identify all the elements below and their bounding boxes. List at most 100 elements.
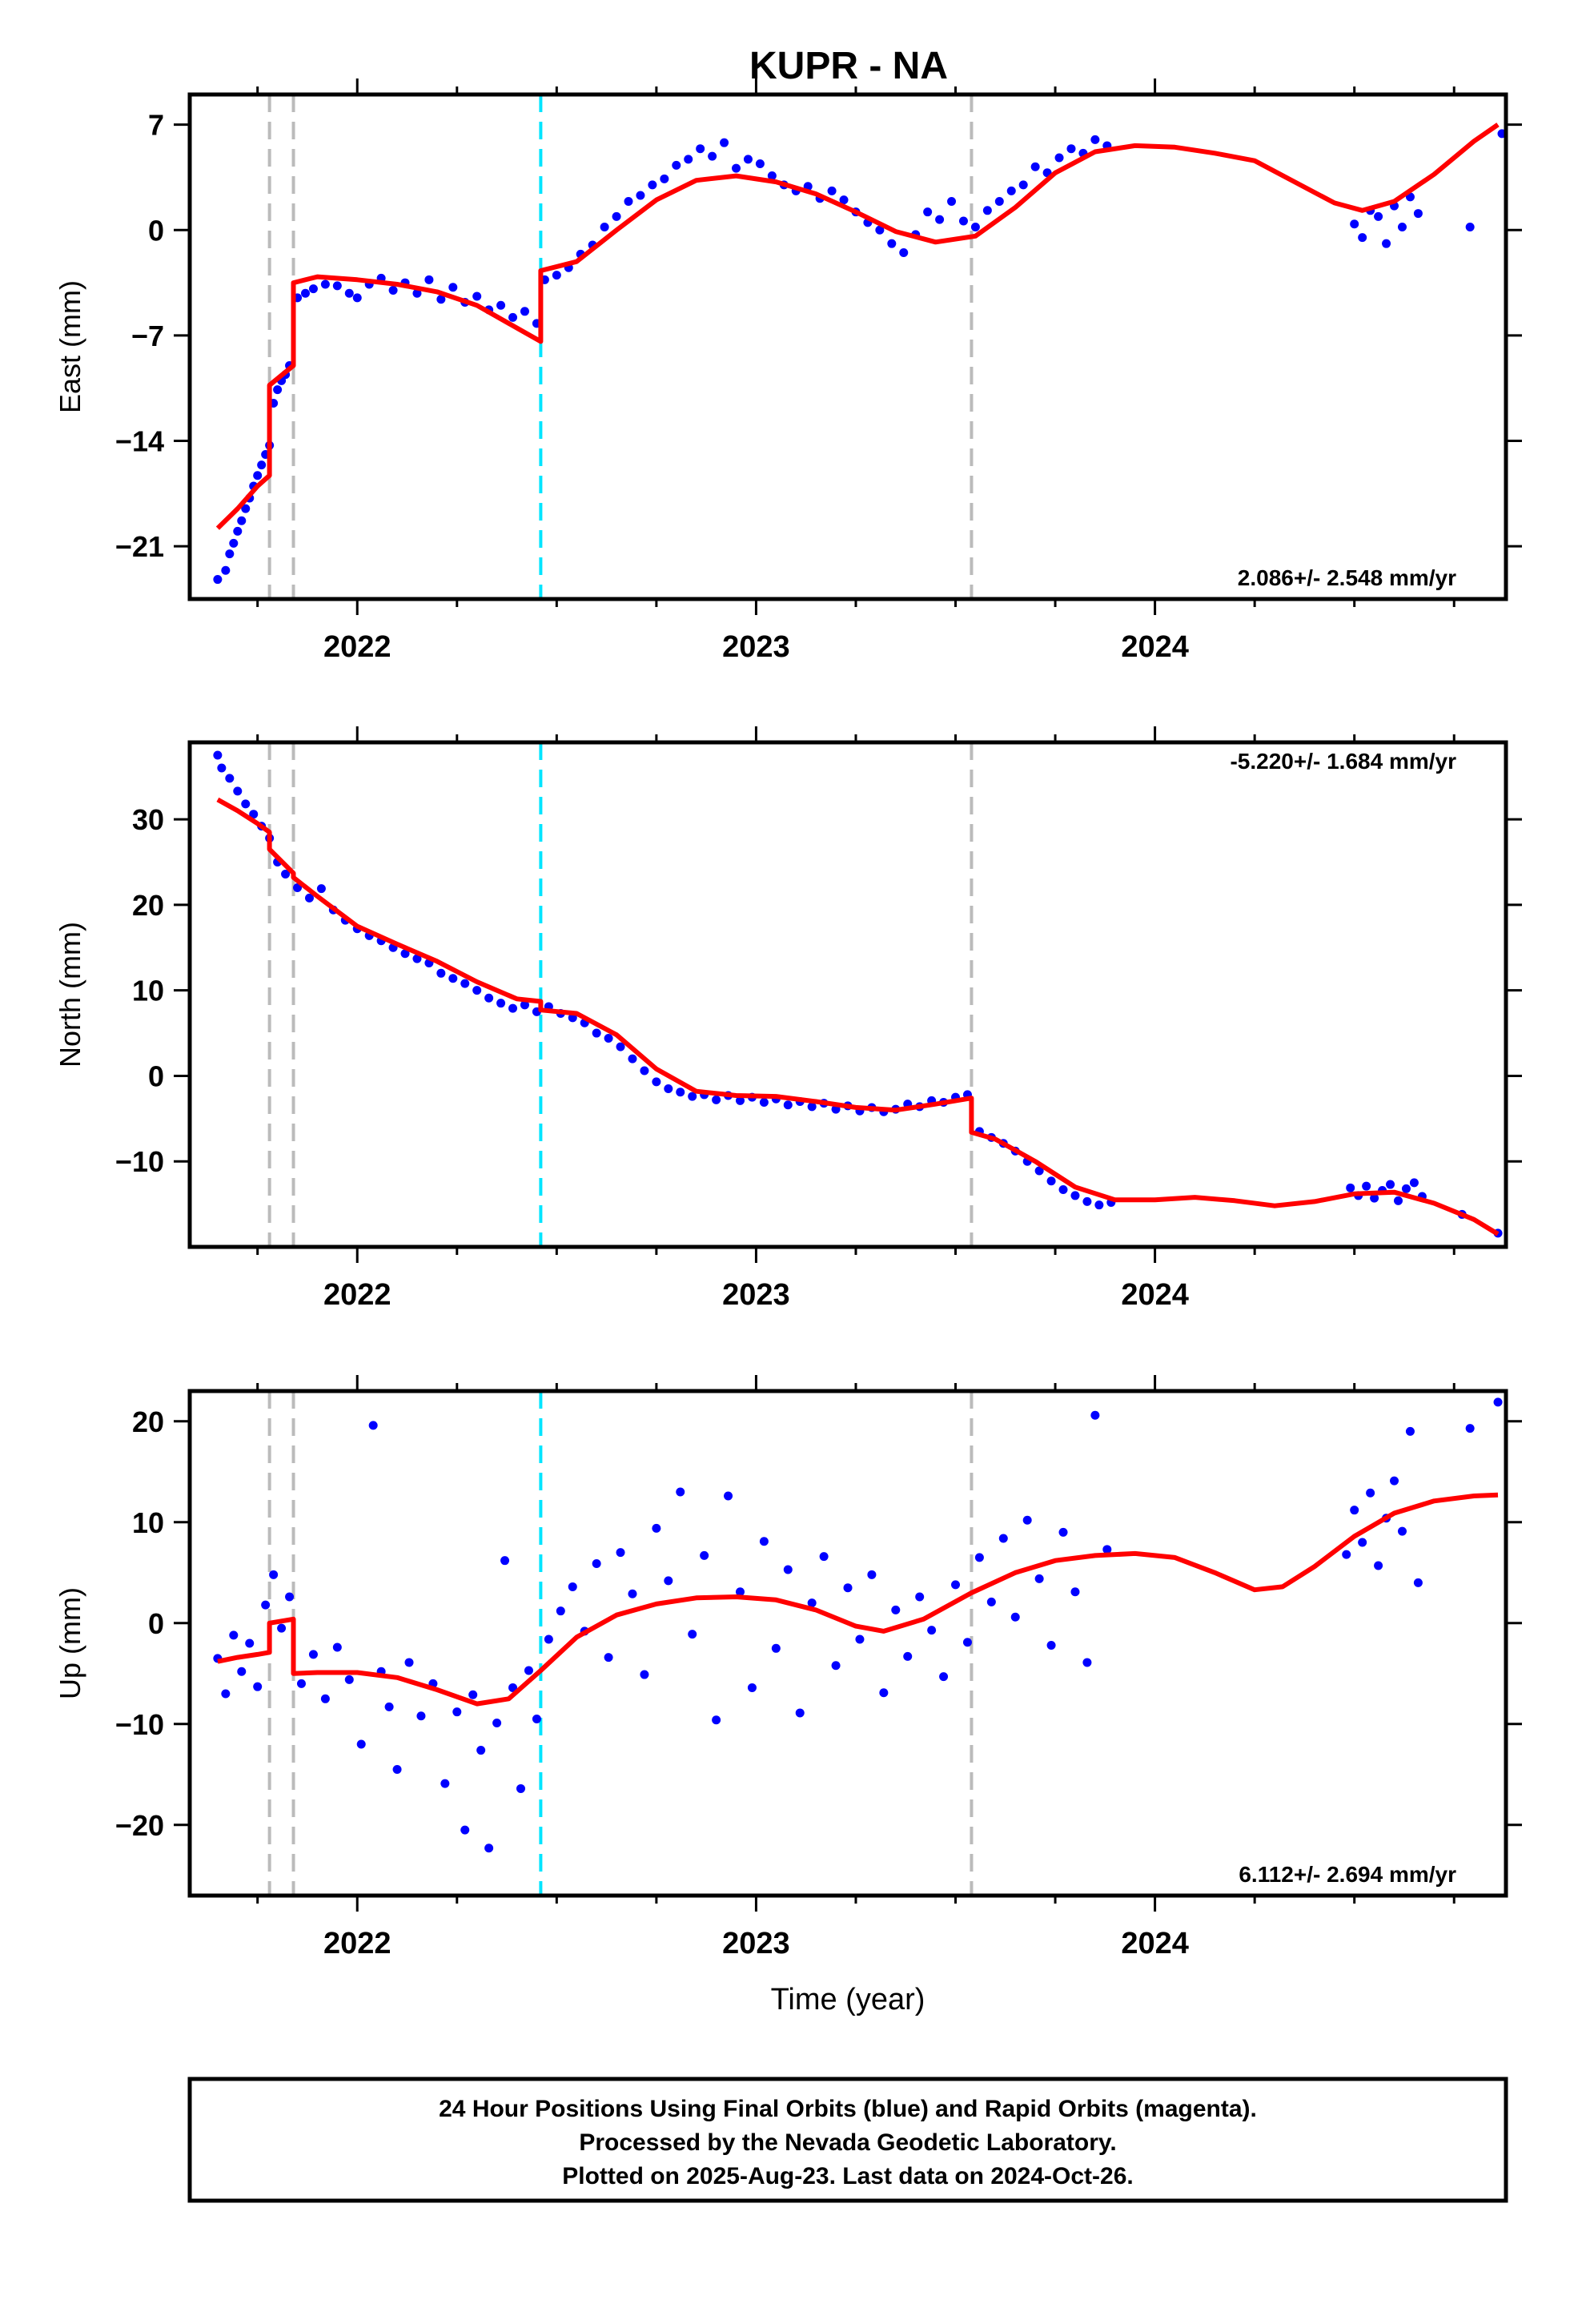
data-point [660,174,669,183]
data-point [257,460,267,470]
data-point [1350,219,1359,229]
data-point [708,151,717,161]
north-panel: 2022 2023 2024 30 20 10 0 −10 North (mm) -5.220+/… [54,726,1522,1312]
footer-box: 24 Hour Positions Using Final Orbits (bl… [187,2077,1508,2203]
data-point [712,1715,721,1725]
data-point [520,307,529,316]
data-point [1465,1424,1475,1433]
data-point [225,549,235,559]
data-point [688,1092,697,1101]
data-point [273,385,283,395]
data-point [1405,1426,1415,1436]
data-point [676,1088,685,1097]
data-point [213,750,223,760]
data-point [448,974,458,983]
data-point [664,1576,673,1586]
data-point [1358,1538,1367,1547]
footer-line-1: 24 Hour Positions Using Final Orbits (bl… [439,2096,1257,2122]
data-point [460,979,470,988]
data-point [436,295,446,304]
rate-annotation: 6.112+/- 2.694 mm/yr [1239,1862,1456,1887]
data-point [958,216,968,226]
data-point [476,1746,486,1755]
data-point [867,1570,877,1579]
data-point [245,1638,255,1648]
data-point [544,1634,553,1644]
data-point [672,160,681,170]
footer-line-2: Processed by the Nevada Geodetic Laborat… [579,2129,1116,2156]
data-point [1018,180,1028,190]
data-point [935,215,945,224]
data-point [532,1715,541,1723]
data-point [1346,1183,1355,1192]
data-point [628,1054,637,1063]
data-point [1082,1196,1092,1206]
data-point [508,1003,518,1013]
data-point [1397,1526,1407,1536]
x-tick-label: 2024 [1121,1278,1189,1312]
data-point [352,293,362,303]
data-point [839,195,849,205]
data-point [1350,1506,1359,1515]
data-point [1094,1200,1104,1210]
data-point [440,1779,450,1788]
data-point [1362,1181,1371,1191]
y-tick-label: 10 [132,1506,164,1539]
data-point [962,1638,972,1647]
data-point [241,799,251,809]
data-point [724,1491,733,1501]
y-tick-label: 0 [148,1607,164,1640]
x-axis-label: Time (year) [771,1983,926,2016]
plot-area [213,742,1503,1247]
x-tick-label: 2022 [323,630,391,664]
data-point [404,1658,414,1667]
data-point [416,1711,426,1721]
data-point [556,1606,565,1616]
data-point [552,271,561,280]
data-point [225,774,235,783]
data-point [253,471,263,480]
data-point [855,1634,865,1644]
y-tick-label: −10 [115,1145,164,1178]
data-point [1374,211,1383,221]
data-point [484,993,494,1003]
data-point [1102,1545,1112,1554]
y-tick-label: −7 [131,320,164,352]
data-point [308,1650,318,1659]
y-axis-label: East (mm) [54,280,86,413]
data-point [700,1550,709,1560]
data-point [899,247,909,257]
data-point [986,1597,996,1606]
plot-frame [187,92,1508,601]
data-point [636,191,645,200]
data-point [229,538,239,548]
data-point [452,1707,462,1717]
data-point [332,281,342,291]
data-point [516,1783,525,1793]
east-panel: 2022 2023 2024 7 0 −7 −14 −21 East (mm) 2.086+/- … [54,78,1522,664]
y-tick-label: −21 [115,530,164,563]
data-point [974,1553,984,1562]
data-point [712,1095,721,1104]
data-point [392,1765,402,1774]
data-point [508,312,518,322]
data-point [1006,186,1016,195]
data-point [1374,1561,1383,1570]
data-point [1342,1550,1351,1559]
data-point [241,504,251,513]
data-point [732,163,741,173]
rate-annotation: 2.086+/- 2.548 mm/yr [1238,565,1456,590]
plot-area [213,94,1506,599]
data-point [277,1623,287,1633]
data-point [356,1739,366,1749]
data-point [1058,1527,1068,1537]
x-tick-label: 2022 [323,1278,391,1312]
data-point [1401,1184,1411,1193]
data-point [424,275,434,284]
data-point [332,1642,342,1652]
data-point [496,999,506,1008]
data-point [1022,1515,1032,1525]
data-point [720,138,729,147]
y-tick-label: −20 [115,1809,164,1842]
